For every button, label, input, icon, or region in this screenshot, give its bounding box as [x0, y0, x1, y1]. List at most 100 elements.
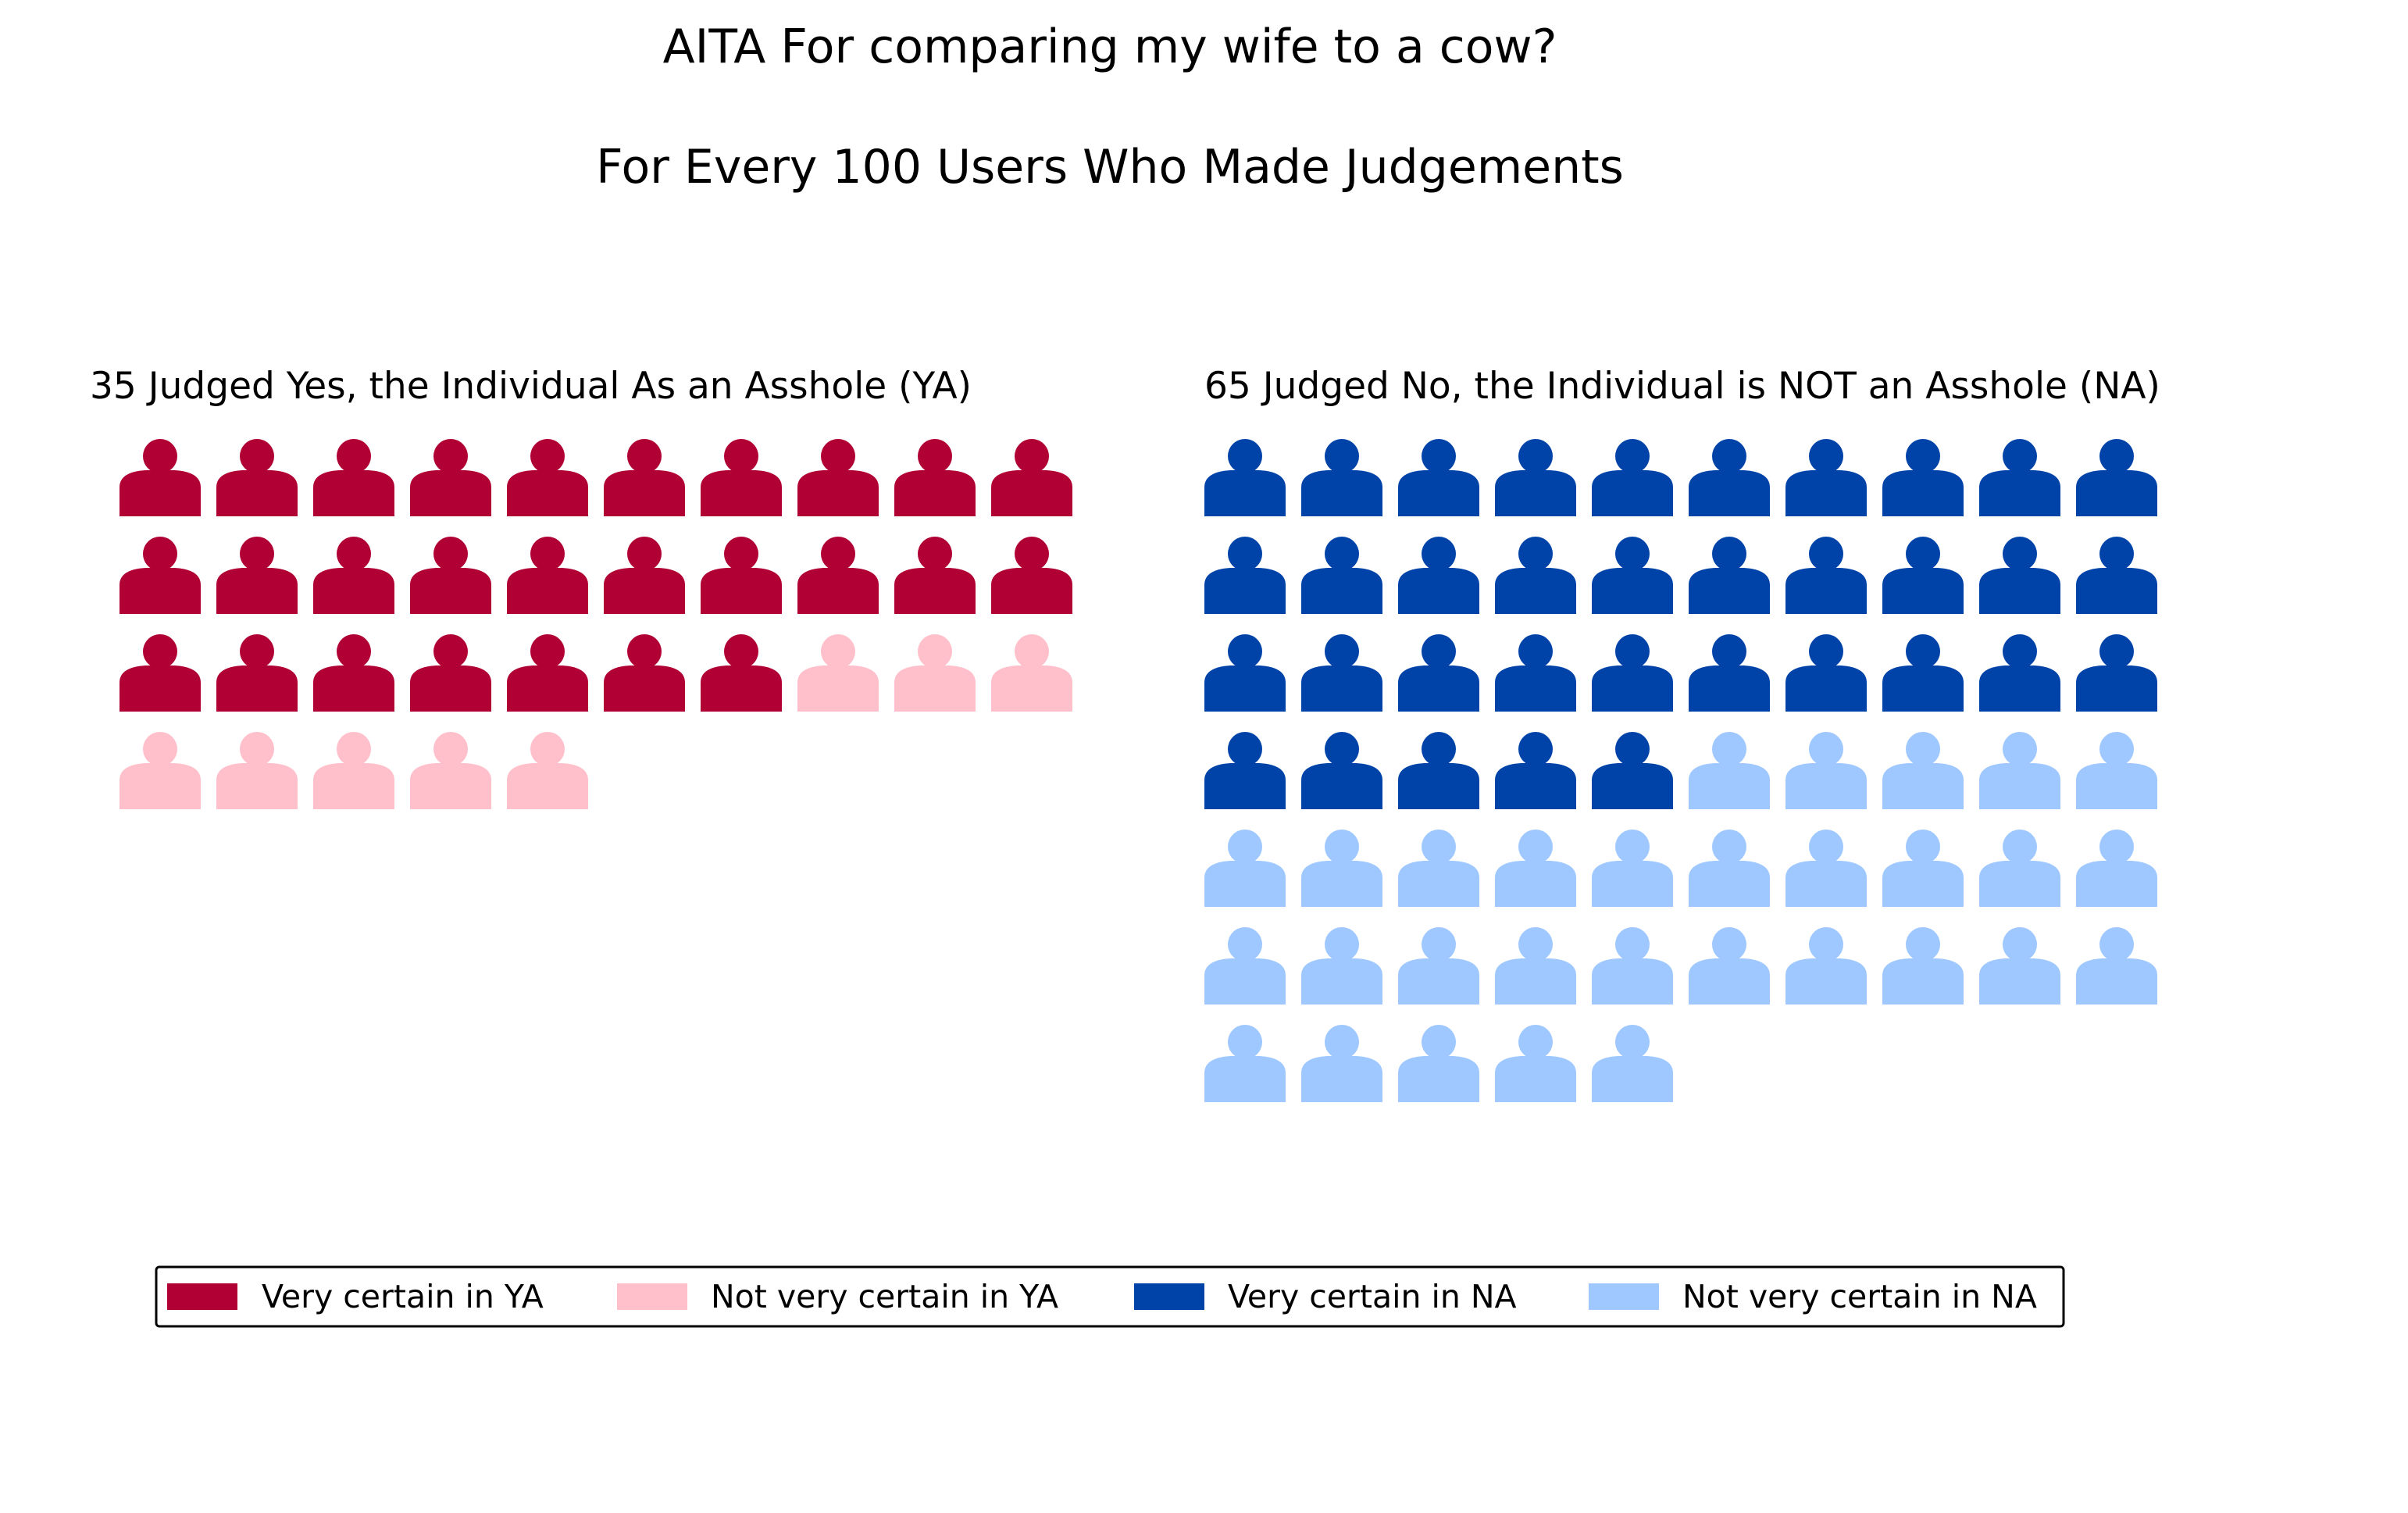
- person-icon: [1204, 634, 1286, 712]
- person-icon: [991, 537, 1072, 614]
- person-icon: [1204, 927, 1286, 1005]
- person-icon: [1592, 732, 1673, 809]
- person-icon: [1882, 927, 1964, 1005]
- person-icon: [894, 439, 976, 516]
- person-icon: [313, 732, 394, 809]
- person-icon: [507, 537, 588, 614]
- person-icon: [216, 634, 298, 712]
- person-icon: [410, 537, 491, 614]
- person-icon: [1592, 830, 1673, 907]
- person-icon: [1495, 439, 1576, 516]
- person-icon: [1592, 537, 1673, 614]
- person-icon: [313, 439, 394, 516]
- chart-subtitle: For Every 100 Users Who Made Judgements: [596, 140, 1624, 194]
- person-icon: [1592, 439, 1673, 516]
- legend-frame: [155, 1265, 2065, 1328]
- legend-swatch-not-very-certain-ya: [617, 1283, 687, 1310]
- person-icon: [410, 634, 491, 712]
- person-icon: [216, 732, 298, 809]
- person-icon: [1204, 537, 1286, 614]
- person-icon: [1785, 927, 1867, 1005]
- person-icon: [216, 537, 298, 614]
- person-icon: [1301, 634, 1382, 712]
- person-icon: [1301, 927, 1382, 1005]
- person-icon: [507, 732, 588, 809]
- legend-label-not-very-certain-ya: Not very certain in YA: [711, 1278, 1058, 1315]
- person-icon: [1785, 732, 1867, 809]
- person-icon: [1689, 634, 1770, 712]
- person-icon: [1301, 732, 1382, 809]
- panel-ya-label: 35 Judged Yes, the Individual As an Assh…: [90, 365, 972, 408]
- person-icon: [1785, 439, 1867, 516]
- person-icon: [1882, 732, 1964, 809]
- person-icon: [1204, 1025, 1286, 1102]
- panel-na-label: 65 Judged No, the Individual is NOT an A…: [1204, 365, 2160, 408]
- person-icon: [1398, 732, 1479, 809]
- person-icon: [1592, 634, 1673, 712]
- person-icon: [120, 634, 201, 712]
- person-icon: [120, 439, 201, 516]
- person-icon: [1495, 1025, 1576, 1102]
- person-icon: [797, 537, 879, 614]
- person-icon: [2076, 537, 2157, 614]
- person-icon: [1689, 439, 1770, 516]
- person-icon: [1204, 732, 1286, 809]
- person-icon: [894, 537, 976, 614]
- person-icon: [1785, 830, 1867, 907]
- person-icon: [1495, 537, 1576, 614]
- person-icon: [2076, 927, 2157, 1005]
- person-icon: [1495, 634, 1576, 712]
- person-icon: [120, 732, 201, 809]
- person-icon: [313, 537, 394, 614]
- person-icon: [894, 634, 976, 712]
- person-icon: [1204, 830, 1286, 907]
- person-icon: [1785, 537, 1867, 614]
- person-icon: [1301, 1025, 1382, 1102]
- person-icon: [216, 439, 298, 516]
- person-icon: [797, 634, 879, 712]
- person-icon: [1398, 537, 1479, 614]
- person-icon: [1301, 439, 1382, 516]
- person-icon: [2076, 732, 2157, 809]
- person-icon: [604, 439, 685, 516]
- person-icon: [701, 634, 782, 712]
- person-icon: [1398, 439, 1479, 516]
- person-icon: [1785, 634, 1867, 712]
- person-icon: [1398, 1025, 1479, 1102]
- person-icon: [2076, 830, 2157, 907]
- person-icon: [1689, 732, 1770, 809]
- person-icon: [604, 634, 685, 712]
- person-icon: [1689, 537, 1770, 614]
- person-icon: [1495, 927, 1576, 1005]
- person-icon: [410, 439, 491, 516]
- legend-label-not-very-certain-na: Not very certain in NA: [1682, 1278, 2037, 1315]
- person-icon: [604, 537, 685, 614]
- person-icon: [1689, 927, 1770, 1005]
- person-icon: [507, 634, 588, 712]
- person-icon: [1592, 927, 1673, 1005]
- person-icon: [1689, 830, 1770, 907]
- person-icon: [120, 537, 201, 614]
- person-icon: [1301, 830, 1382, 907]
- person-icon: [1495, 732, 1576, 809]
- person-icon: [991, 439, 1072, 516]
- person-icon: [2076, 634, 2157, 712]
- person-icon: [1398, 634, 1479, 712]
- person-icon: [1592, 1025, 1673, 1102]
- person-icon: [1979, 634, 2060, 712]
- legend-swatch-very-certain-ya: [167, 1283, 237, 1310]
- person-icon: [2076, 439, 2157, 516]
- person-icon: [1204, 439, 1286, 516]
- person-icon: [1882, 634, 1964, 712]
- person-icon: [1301, 537, 1382, 614]
- person-icon: [1979, 732, 2060, 809]
- person-icon: [1979, 927, 2060, 1005]
- panel-na-icons: [1204, 439, 2157, 1102]
- person-icon: [1979, 537, 2060, 614]
- legend-label-very-certain-na: Very certain in NA: [1228, 1278, 1517, 1315]
- person-icon: [1495, 830, 1576, 907]
- person-icon: [797, 439, 879, 516]
- legend-swatch-very-certain-na: [1134, 1283, 1204, 1310]
- person-icon: [1398, 927, 1479, 1005]
